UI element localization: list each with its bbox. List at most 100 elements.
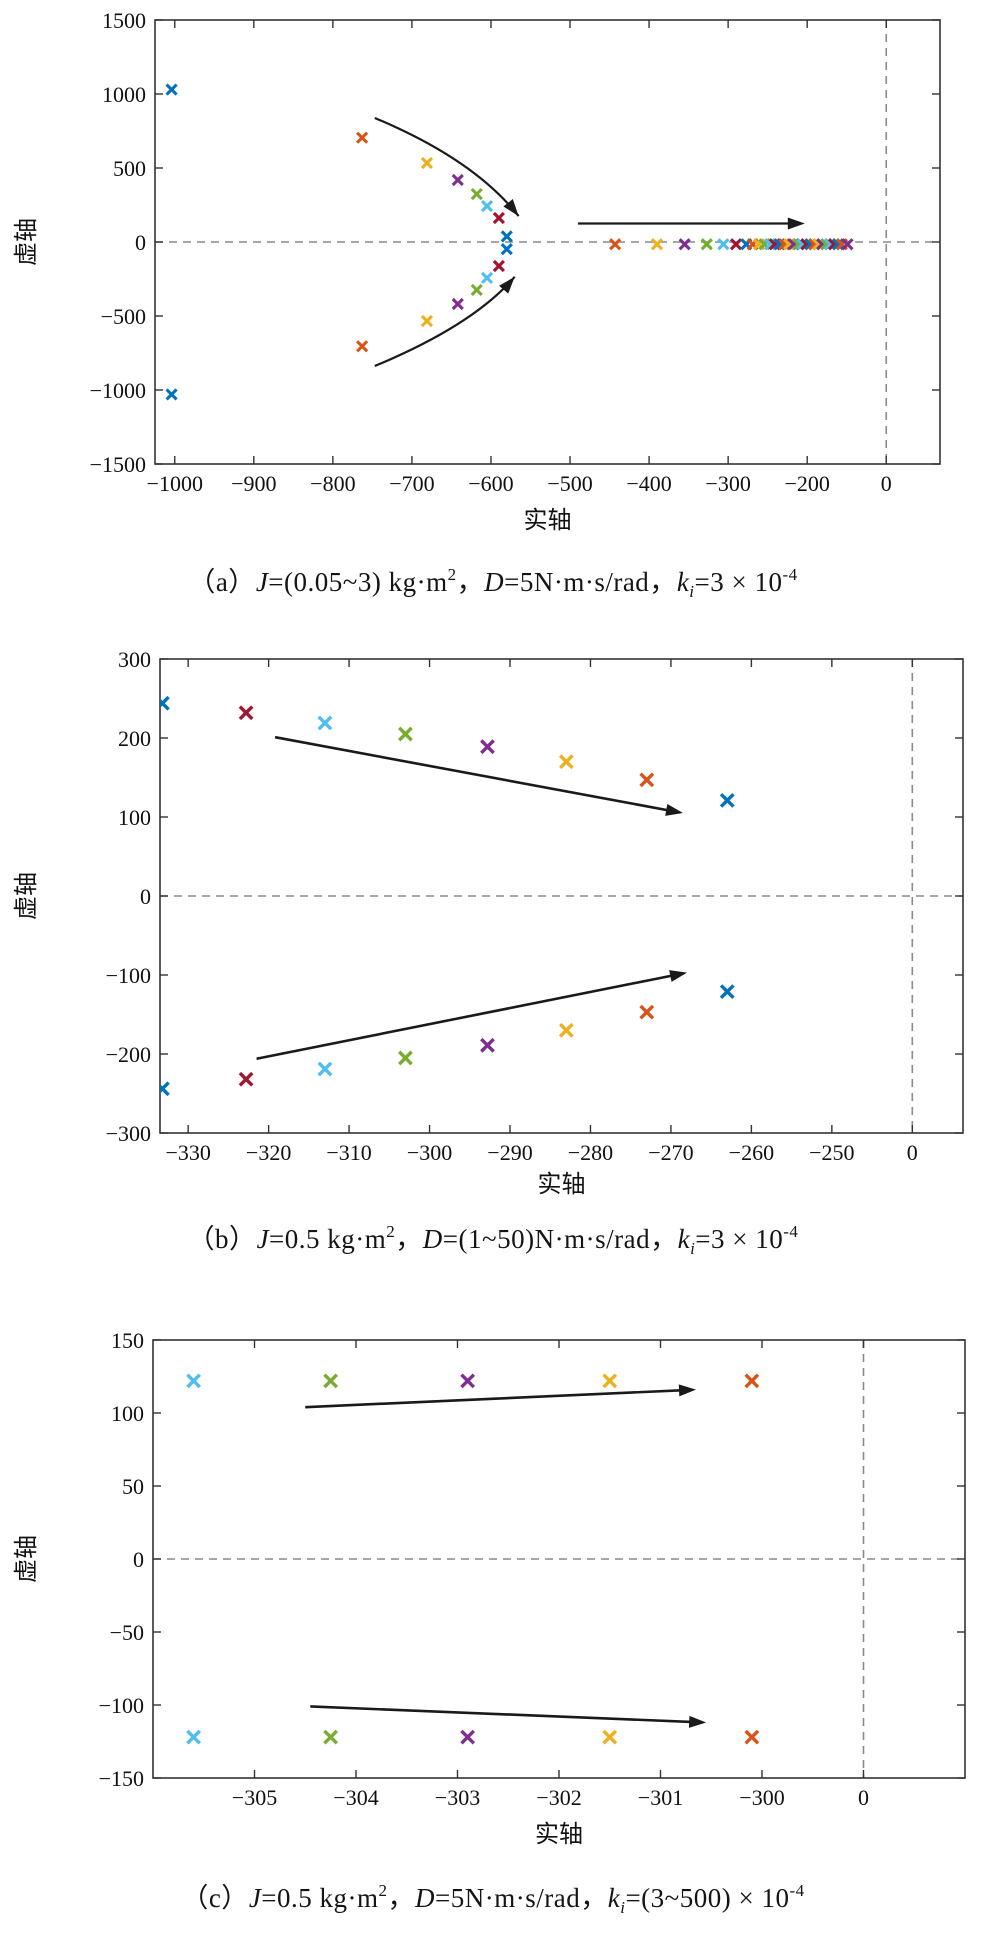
y-tick-label: −50 (110, 1620, 144, 1645)
pole-marker-stroke (186, 1373, 202, 1389)
caption-segment: =(0.05~3) kg·m (268, 567, 448, 597)
pole-marker-stroke (160, 695, 170, 709)
curved-arrow-shaft (374, 276, 516, 368)
x-tick-label: −303 (435, 1785, 480, 1810)
x-tick-label: −200 (784, 471, 829, 496)
caption-b: （b）J=0.5 kg·m2，D=(1~50)N·m·s/rad，ki=3 × … (0, 1217, 986, 1265)
pole-marker-stroke (317, 1061, 333, 1077)
pole-marker (398, 726, 413, 742)
x-tick-label: 0 (858, 1785, 869, 1810)
pole-marker-stroke (678, 238, 691, 251)
pole-marker-stroke (470, 283, 483, 297)
pole-marker (500, 243, 513, 256)
x-tick-label: −400 (626, 471, 671, 496)
pole-marker-stroke (480, 1037, 495, 1053)
caption-segment: 2 (378, 1881, 388, 1900)
pole-marker (492, 259, 505, 273)
x-tick-label: −310 (326, 1140, 371, 1165)
pole-marker-stroke (608, 238, 622, 251)
arrow-head (503, 199, 519, 217)
arrow-head (678, 1384, 697, 1397)
pole-marker-stroke (470, 187, 483, 201)
plot-box (159, 658, 964, 1134)
pole-marker (356, 340, 369, 353)
pole-marker-stroke (480, 271, 494, 285)
caption-segment: J (256, 1224, 270, 1254)
pole-marker (639, 1004, 655, 1020)
y-tick-label: −100 (106, 963, 151, 988)
pole-marker (700, 238, 713, 251)
caption-segment: =0.5 kg·m (261, 1883, 379, 1913)
pole-marker (831, 238, 845, 251)
caption-segment: i (690, 1239, 696, 1258)
y-tick-label: 200 (118, 726, 151, 751)
pole-marker (717, 238, 730, 251)
pole-marker-stroke (719, 793, 735, 808)
pole-marker (420, 156, 434, 170)
caption-segment: -4 (783, 1222, 799, 1241)
x-tick-label: −1000 (147, 471, 203, 496)
caption-segment: （b） (187, 1224, 257, 1254)
pole-marker (317, 1061, 333, 1077)
pole-marker (678, 238, 691, 251)
x-tick-label: −330 (165, 1140, 210, 1165)
pole-marker-stroke (238, 705, 254, 721)
pole-marker (323, 1373, 339, 1389)
pole-marker-stroke (460, 1373, 476, 1389)
caption-segment: D (415, 1883, 436, 1913)
arrow-head (669, 970, 688, 982)
pole-marker (420, 314, 434, 328)
pole-marker-group (186, 1373, 760, 1745)
caption-segment: J (248, 1883, 262, 1913)
arrow-shaft (256, 973, 676, 1061)
pole-marker (744, 1729, 760, 1745)
pole-marker-stroke (602, 1729, 618, 1745)
caption-segment: （a） (188, 567, 256, 597)
pole-marker-stroke (492, 211, 505, 225)
arrow-shaft (274, 735, 672, 813)
y-tick-label: 100 (111, 1401, 144, 1426)
caption-segment: i (689, 582, 695, 601)
pole-marker-stroke (165, 388, 178, 401)
x-tick-label: −260 (729, 1140, 774, 1165)
x-axis-title: 实轴 (535, 1821, 583, 1848)
arrow-group (256, 735, 688, 1061)
y-tick-label: 300 (118, 647, 151, 672)
x-tick-label: −600 (468, 471, 513, 496)
x-tick-label: −900 (231, 471, 276, 496)
y-tick-label: 50 (122, 1474, 144, 1499)
caption-segment: ， (395, 1224, 423, 1254)
pole-marker-stroke (356, 131, 369, 144)
y-tick-label: −300 (106, 1121, 151, 1146)
pole-marker-stroke (160, 1081, 170, 1094)
pole-marker-stroke (717, 238, 730, 251)
pole-marker-stroke (451, 173, 464, 187)
pole-marker (841, 238, 854, 251)
y-tick-label: 1500 (102, 8, 146, 33)
pole-marker-stroke (500, 243, 513, 256)
y-axis-title: 虚轴 (13, 218, 40, 266)
pole-marker (451, 173, 464, 187)
pole-marker-stroke (165, 83, 178, 96)
pole-marker-stroke (480, 199, 494, 213)
pole-marker-stroke (420, 156, 434, 170)
pole-marker (500, 230, 513, 243)
pole-marker (719, 793, 735, 808)
pole-marker (323, 1729, 339, 1745)
pole-marker-stroke (500, 230, 513, 243)
pole-marker-stroke (729, 238, 743, 251)
caption-segment: k (676, 567, 690, 597)
x-tick-label: −300 (407, 1140, 452, 1165)
pole-marker (317, 715, 333, 731)
subplot-c-pole-plot: −305 −304 −303 −302 −301 −300 0 150 100 50 0 −50 −10… (13, 1328, 966, 1848)
x-tick-label: −270 (648, 1140, 693, 1165)
y-tick-label: 150 (111, 1328, 144, 1353)
x-tick-label: −304 (333, 1785, 378, 1810)
pole-marker-stroke (398, 726, 413, 742)
caption-segment: -4 (789, 1881, 805, 1900)
x-tick-label: −290 (487, 1140, 532, 1165)
x-tick-label: −800 (310, 471, 355, 496)
x-tick-label: −301 (638, 1785, 683, 1810)
pole-marker-stroke (420, 314, 434, 328)
